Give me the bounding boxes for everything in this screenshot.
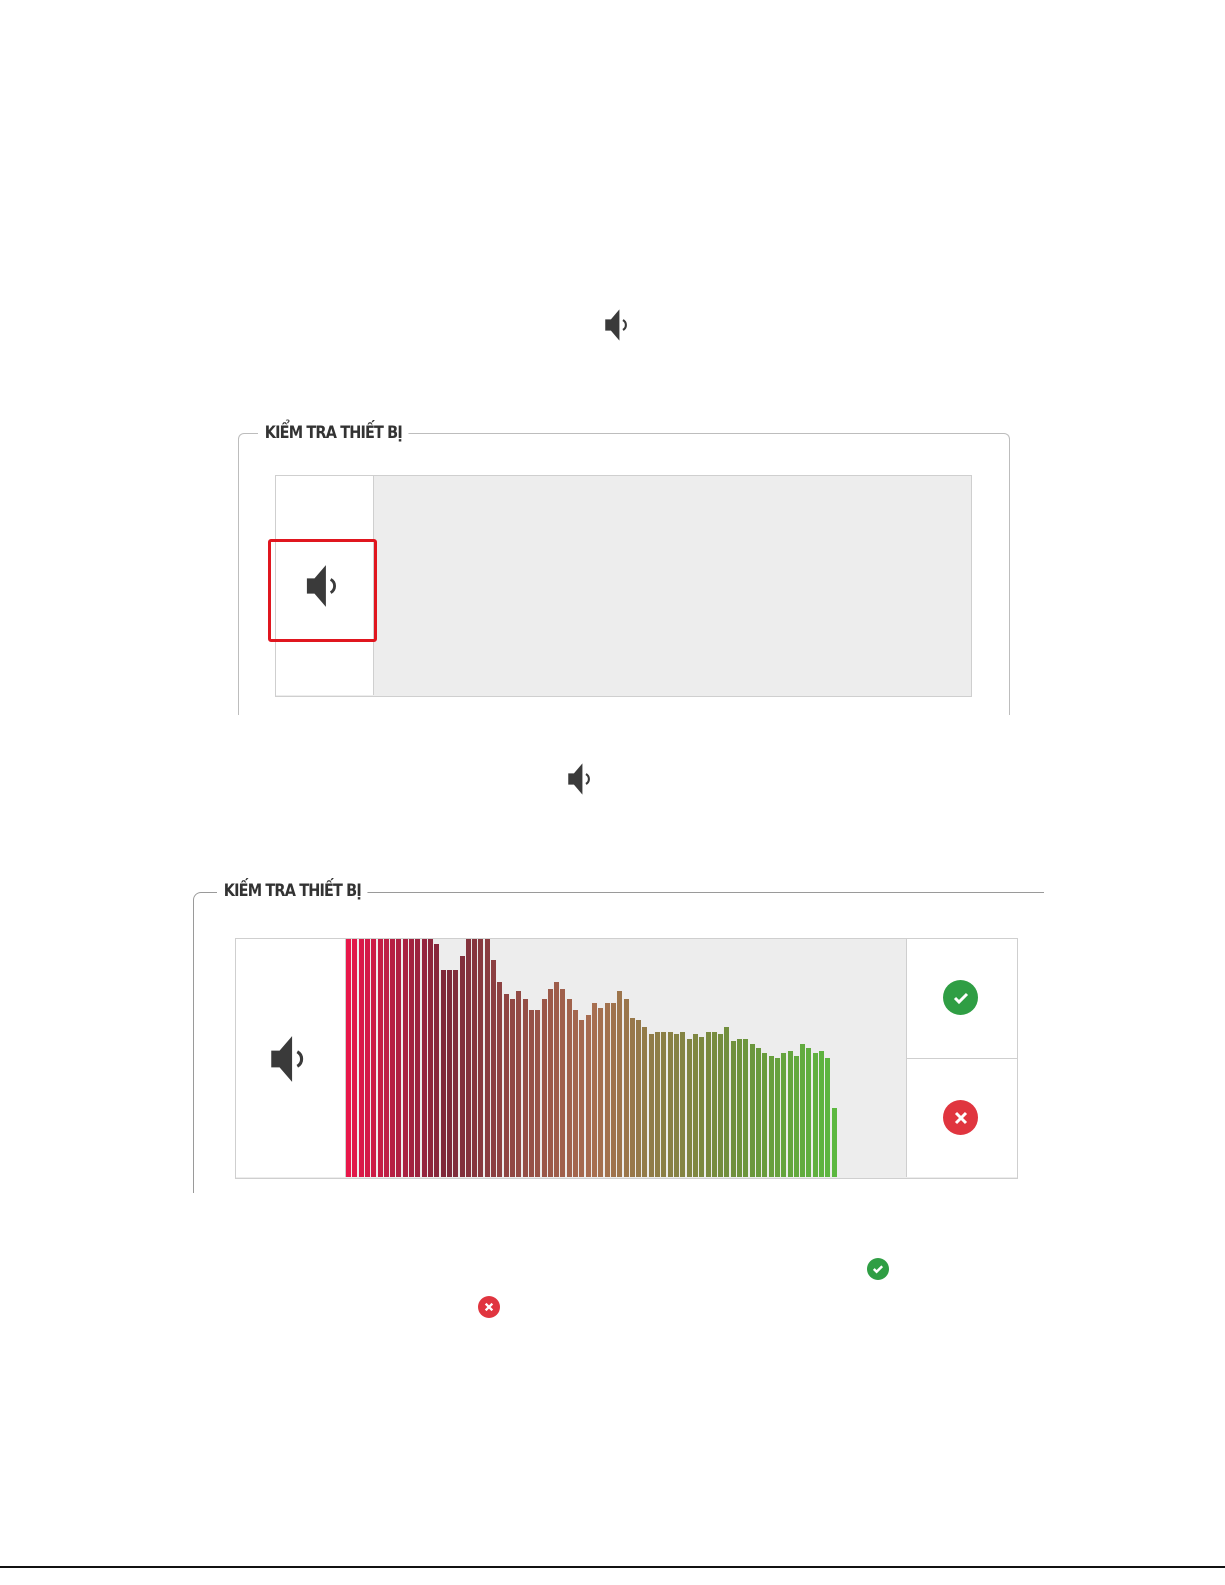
meter-bar bbox=[629, 1017, 635, 1177]
meter-bar bbox=[528, 1010, 534, 1177]
meter-bar bbox=[566, 998, 572, 1177]
meter-bar bbox=[699, 1036, 705, 1177]
speaker-test-button-highlight[interactable] bbox=[268, 539, 377, 642]
meter-bar bbox=[737, 1038, 743, 1177]
meter-bar bbox=[352, 939, 358, 1177]
device-check-panel-initial bbox=[238, 433, 1010, 734]
meter-bar bbox=[409, 939, 415, 1177]
meter-bar bbox=[579, 1019, 585, 1177]
meter-bar bbox=[743, 1038, 749, 1177]
meter-bar bbox=[554, 981, 560, 1177]
meter-bar bbox=[541, 998, 547, 1177]
meter-bar bbox=[573, 1010, 579, 1177]
meter-bar bbox=[711, 1031, 717, 1177]
meter-bar bbox=[598, 1008, 604, 1177]
meter-bar bbox=[642, 1027, 648, 1177]
speaker-icon bbox=[566, 762, 596, 796]
meter-bar bbox=[648, 1034, 654, 1177]
meter-bar bbox=[478, 939, 484, 1177]
meter-bar bbox=[674, 1034, 679, 1177]
meter-bar bbox=[718, 1034, 724, 1177]
meter-bar bbox=[585, 1015, 591, 1177]
meter-bar bbox=[390, 939, 396, 1177]
sound-meter-empty bbox=[275, 475, 972, 697]
speaker-icon[interactable] bbox=[305, 563, 343, 609]
meter-bar bbox=[667, 1031, 673, 1177]
meter-bar bbox=[762, 1053, 768, 1177]
meter-bar bbox=[800, 1043, 806, 1177]
x-circle-icon[interactable] bbox=[943, 1100, 978, 1135]
meter-bar bbox=[503, 993, 509, 1177]
meter-bar bbox=[472, 939, 478, 1177]
meter-bar bbox=[396, 939, 402, 1177]
meter-bar bbox=[686, 1038, 692, 1177]
meter-bar bbox=[592, 1003, 597, 1177]
meter-bar bbox=[522, 998, 528, 1177]
meter-bar bbox=[692, 1034, 698, 1177]
meter-bar bbox=[371, 939, 377, 1177]
x-circle-icon bbox=[478, 1296, 500, 1318]
meter-bar bbox=[465, 939, 471, 1177]
meter-bar bbox=[680, 1031, 686, 1177]
meter-bar bbox=[636, 1019, 642, 1177]
meter-bar bbox=[812, 1053, 818, 1177]
meter-bar bbox=[446, 969, 452, 1177]
meter-bar bbox=[535, 1010, 541, 1177]
meter-bar bbox=[547, 988, 553, 1177]
meter-bar bbox=[459, 955, 465, 1177]
meter-bar bbox=[806, 1048, 812, 1177]
speaker-icon[interactable] bbox=[269, 1034, 311, 1084]
check-circle-icon bbox=[867, 1258, 889, 1280]
meter-bar bbox=[453, 969, 459, 1177]
meter-bar bbox=[781, 1053, 787, 1177]
meter-bar bbox=[415, 939, 421, 1177]
meter-bar bbox=[491, 960, 497, 1177]
device-check-title: KIẾM TRA THIẾT BỊ bbox=[217, 881, 368, 901]
meter-bar bbox=[377, 939, 383, 1177]
meter-bar bbox=[383, 939, 389, 1177]
meter-bar bbox=[623, 998, 629, 1177]
meter-bar bbox=[510, 998, 515, 1177]
meter-bar bbox=[440, 969, 446, 1177]
meter-bar bbox=[768, 1055, 774, 1177]
meter-bar bbox=[364, 939, 370, 1177]
meter-bar bbox=[497, 981, 503, 1177]
meter-bar bbox=[516, 991, 522, 1177]
meter-bar bbox=[825, 1058, 831, 1177]
meter-bar bbox=[402, 939, 408, 1177]
meter-bar bbox=[617, 991, 623, 1177]
meter-bar bbox=[787, 1050, 793, 1177]
page-bottom-rule bbox=[0, 1566, 1225, 1568]
meter-bar bbox=[661, 1031, 667, 1177]
device-check-panel-active bbox=[193, 892, 1044, 1193]
meter-bar bbox=[560, 988, 566, 1177]
meter-bar bbox=[655, 1031, 661, 1177]
meter-bar bbox=[705, 1031, 711, 1177]
meter-bar bbox=[831, 1107, 837, 1177]
meter-bar bbox=[428, 939, 433, 1177]
speaker-icon bbox=[603, 308, 633, 342]
device-check-title: KIỂM TRA THIẾT BỊ bbox=[258, 423, 409, 443]
meter-bar bbox=[756, 1048, 761, 1177]
meter-bar bbox=[724, 1027, 730, 1177]
meter-bar bbox=[730, 1041, 736, 1177]
check-circle-icon[interactable] bbox=[943, 980, 978, 1015]
meter-bar bbox=[819, 1050, 825, 1177]
meter-bar bbox=[749, 1043, 755, 1177]
meter-bar bbox=[793, 1055, 799, 1177]
meter-bar bbox=[421, 939, 427, 1177]
meter-bar bbox=[610, 1003, 616, 1177]
meter-bar bbox=[358, 939, 364, 1177]
meter-bar bbox=[484, 939, 490, 1177]
meter-bar bbox=[774, 1058, 780, 1177]
meter-bar bbox=[434, 943, 440, 1177]
meter-bar bbox=[346, 939, 351, 1177]
meter-bar bbox=[604, 1003, 610, 1177]
sound-level-meter bbox=[346, 939, 906, 1177]
